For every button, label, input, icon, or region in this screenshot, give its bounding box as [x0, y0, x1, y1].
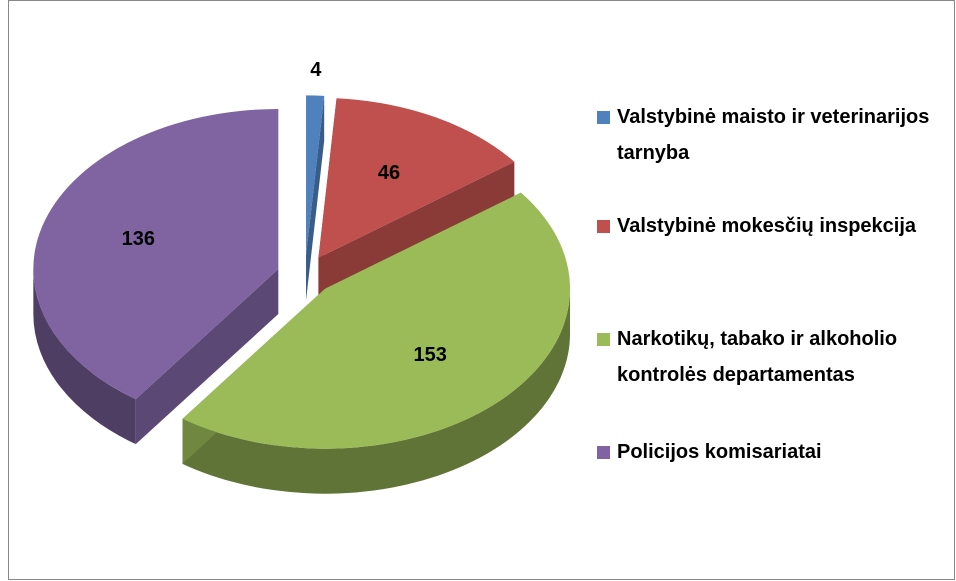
legend-label: Policijos komisariatai [617, 441, 822, 463]
slice-side [33, 269, 136, 445]
legend-swatch [597, 446, 610, 459]
slice-cut [306, 95, 325, 301]
legend-item: Policijos komisariatai [617, 441, 822, 463]
slice-cut [135, 269, 279, 445]
slice [182, 192, 571, 449]
legend-item: Narkotikų, tabako ir alkoholio kontrolės… [617, 328, 898, 386]
slice [33, 109, 279, 400]
legend-swatch [597, 333, 610, 346]
data-label: 4 [310, 59, 322, 81]
legend-swatch [597, 111, 610, 124]
slice [306, 95, 325, 256]
slice-side [182, 288, 571, 494]
data-label: 46 [378, 162, 400, 184]
data-label: 153 [413, 344, 446, 366]
legend-label: Valstybinė maisto ir veterinarijos tarny… [617, 106, 930, 164]
legend-item: Valstybinė mokesčių inspekcija [617, 215, 917, 237]
legend-label: Valstybinė mokesčių inspekcija [617, 215, 917, 237]
legend-label: Narkotikų, tabako ir alkoholio kontrolės… [617, 328, 898, 386]
slice-cut [318, 161, 515, 303]
slice [318, 98, 515, 258]
legend-swatch [597, 220, 610, 233]
legend-item: Valstybinė maisto ir veterinarijos tarny… [617, 106, 930, 164]
data-label: 136 [122, 228, 155, 250]
